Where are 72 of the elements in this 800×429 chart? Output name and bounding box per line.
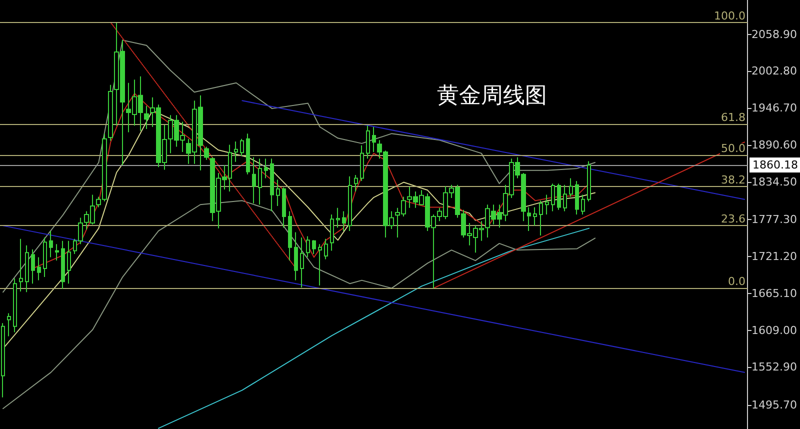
candlestick [294,232,298,281]
candlestick [527,206,531,232]
candlestick [324,238,328,260]
ref-line-label: 50.0 [721,142,746,156]
candlestick [108,84,113,142]
line-series [2,40,596,293]
candlestick [300,237,304,288]
candlestick [360,144,364,182]
candlestick [581,194,585,215]
y-tick-label: 2002.80 [752,64,798,78]
candlestick [318,244,322,286]
candlestick [61,240,65,290]
candlestick [37,256,41,281]
candlestick [372,126,376,152]
candlestick [587,160,591,202]
y-tick-label: 1665.10 [752,286,798,300]
candlestick [240,138,244,156]
candlestick [246,133,250,175]
candlestick [13,278,17,333]
y-tick-label: 1777.30 [752,213,798,226]
candlestick [533,206,537,226]
y-tick-label: 2058.90 [752,28,798,41]
ref-line-label: 1860.18 [752,158,798,172]
candlestick [557,183,561,210]
y-tick-label: 1495.70 [752,398,798,412]
y-tick-label: 1552.90 [752,360,798,374]
candlestick [19,238,23,292]
candlestick [306,236,310,258]
candlestick [336,207,340,228]
candlestick [282,187,286,228]
candlestick [366,125,370,160]
ref-line-label: 0.0 [728,275,746,288]
candlestick [563,184,567,212]
candlestick [539,200,543,236]
candlestick [354,174,358,192]
text: 黄金周线图 [437,84,547,108]
ref-line-label: 23.6 [721,212,746,226]
y-tick-label: 1890.60 [752,138,798,152]
y-tick-label: 1946.70 [752,102,798,115]
ref-line-label: 61.8 [721,110,746,124]
candlestick [312,240,316,254]
candlestick [276,179,280,206]
line-series [2,110,596,350]
candlestick [204,146,209,160]
candlestick [569,178,573,198]
candlestick [551,183,555,212]
line-series [158,228,590,429]
candlestick [264,158,268,179]
candlestick [43,237,47,278]
candlestick [7,312,11,337]
candlestick [144,105,149,130]
candlestick [25,244,29,293]
candlestick [258,158,262,206]
ref-line-label: 100.0 [714,9,746,22]
candlestick [234,140,238,162]
candlestick [31,248,35,284]
candlestick [288,210,292,262]
candlestick [575,180,579,215]
y-tick-label: 1609.00 [752,324,798,337]
y-tick-label: 1834.50 [752,175,798,188]
ref-line-label: 38.2 [721,174,746,187]
candlestick [55,244,59,262]
candlestick [252,156,256,204]
candlestick [330,214,334,252]
candlestick [342,210,346,232]
candlestick [49,230,53,258]
line-series [2,200,596,410]
candlestick [270,158,274,212]
candlestick [348,176,352,232]
y-tick-label: 1721.20 [752,250,798,263]
candlestick [67,240,71,284]
candlestick [545,194,549,215]
